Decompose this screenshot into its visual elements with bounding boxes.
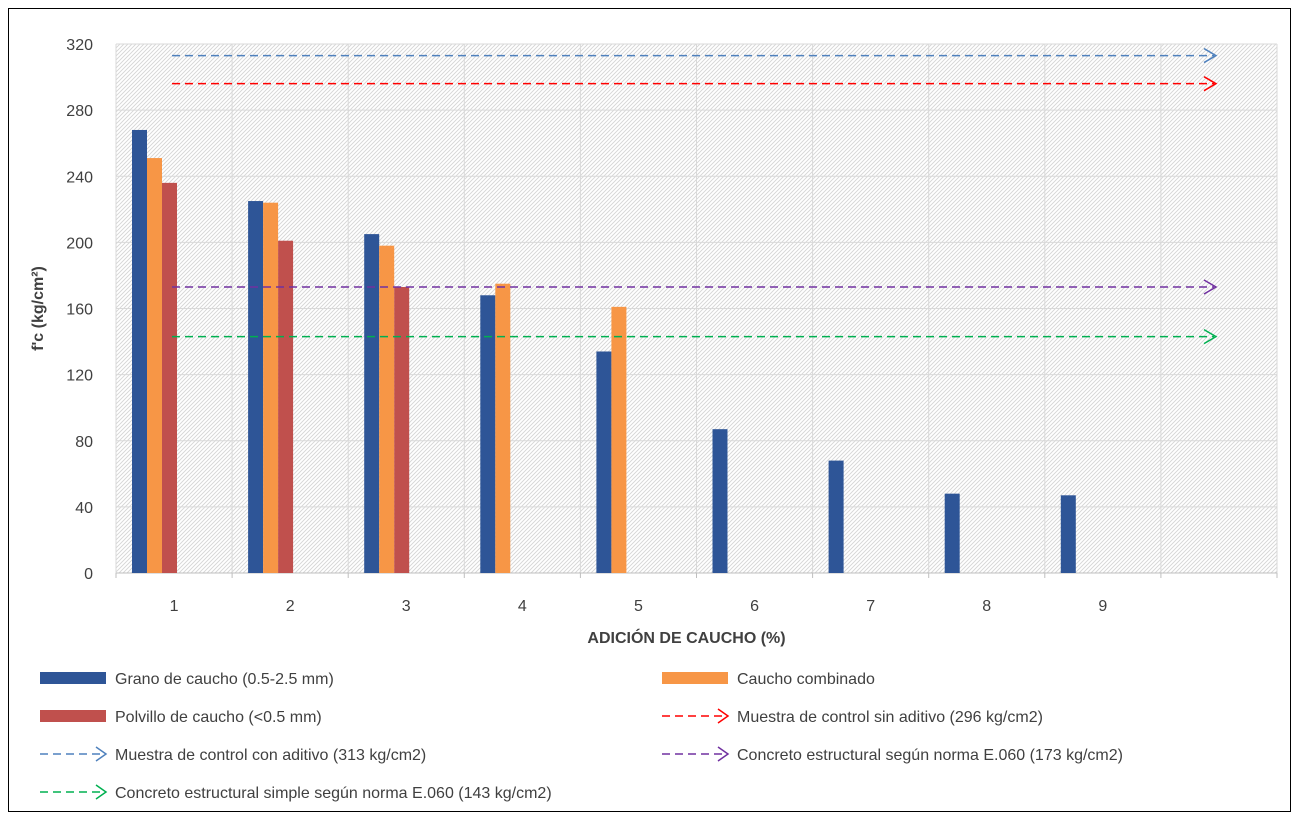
bar: [364, 234, 380, 573]
legend: Grano de caucho (0.5-2.5 mm) Caucho combi…: [40, 671, 1123, 802]
legend-arrowhead: [717, 708, 730, 724]
bar: [394, 287, 410, 573]
y-tick-label: 0: [84, 566, 93, 583]
y-tick-label: 40: [75, 500, 93, 517]
bar: [278, 240, 294, 574]
bars: [132, 129, 1076, 574]
legend-arrowhead: [717, 746, 730, 762]
legend-label: Muestra de control con aditivo (313 kg/c…: [115, 747, 426, 764]
bar: [828, 460, 844, 573]
legend-label: Caucho combinado: [737, 671, 875, 688]
legend-label: Concreto estructural según norma E.060 (…: [737, 747, 1123, 764]
bar: [1060, 495, 1076, 573]
bar: [596, 351, 612, 573]
legend-swatch: [40, 672, 106, 684]
x-tick-label: 7: [866, 598, 875, 615]
bar: [132, 129, 147, 573]
y-tick-label: 80: [75, 434, 93, 451]
legend-label: Concreto estructural simple según norma …: [115, 785, 552, 802]
bar: [248, 201, 264, 573]
x-tick-labels: 1 2 3 4 5 6 7 8 9: [170, 598, 1108, 615]
bar: [944, 493, 960, 573]
bar: [611, 306, 627, 573]
x-tick-label: 6: [750, 598, 759, 615]
reference-line-arrowhead: [1203, 47, 1218, 64]
bar: [379, 245, 395, 573]
bar: [480, 295, 496, 573]
x-tick-label: 2: [286, 598, 295, 615]
bar: [263, 202, 279, 573]
y-tick-labels: 0 40 80 120 160 200 240 280 320: [66, 37, 93, 583]
legend-label: Polvillo de caucho (<0.5 mm): [115, 709, 322, 726]
reference-line-arrowhead: [1203, 76, 1218, 92]
y-tick-label: 120: [66, 368, 93, 385]
x-axis-title: ADICIÓN DE CAUCHO (%): [587, 628, 785, 647]
legend-swatch: [662, 672, 728, 684]
legend-label: Muestra de control sin aditivo (296 kg/c…: [737, 709, 1043, 726]
x-tick-label: 8: [982, 598, 991, 615]
reference-line-arrowhead: [1203, 279, 1218, 295]
legend-arrowhead: [95, 746, 108, 762]
x-tick-label: 5: [634, 598, 643, 615]
legend-arrowhead: [95, 784, 108, 800]
bar: [495, 283, 511, 573]
gridlines: [115, 43, 1278, 578]
bar: [712, 429, 728, 573]
x-tick-label: 1: [170, 598, 179, 615]
legend-label: Grano de caucho (0.5-2.5 mm): [115, 671, 334, 688]
x-tick-label: 3: [402, 598, 411, 615]
x-tick-label: 4: [518, 598, 527, 615]
reference-line-arrowhead: [1203, 328, 1218, 345]
bar: [162, 182, 177, 574]
y-axis-title: f'c (kg/cm²): [30, 266, 47, 351]
y-tick-label: 320: [66, 37, 93, 54]
bar: [147, 158, 162, 574]
x-tick-label: 9: [1098, 598, 1107, 615]
y-tick-label: 160: [66, 302, 93, 319]
y-tick-label: 200: [66, 235, 93, 252]
legend-swatch: [40, 710, 106, 722]
reference-lines: [172, 47, 1218, 345]
y-tick-label: 240: [66, 169, 93, 186]
y-tick-label: 280: [66, 103, 93, 120]
